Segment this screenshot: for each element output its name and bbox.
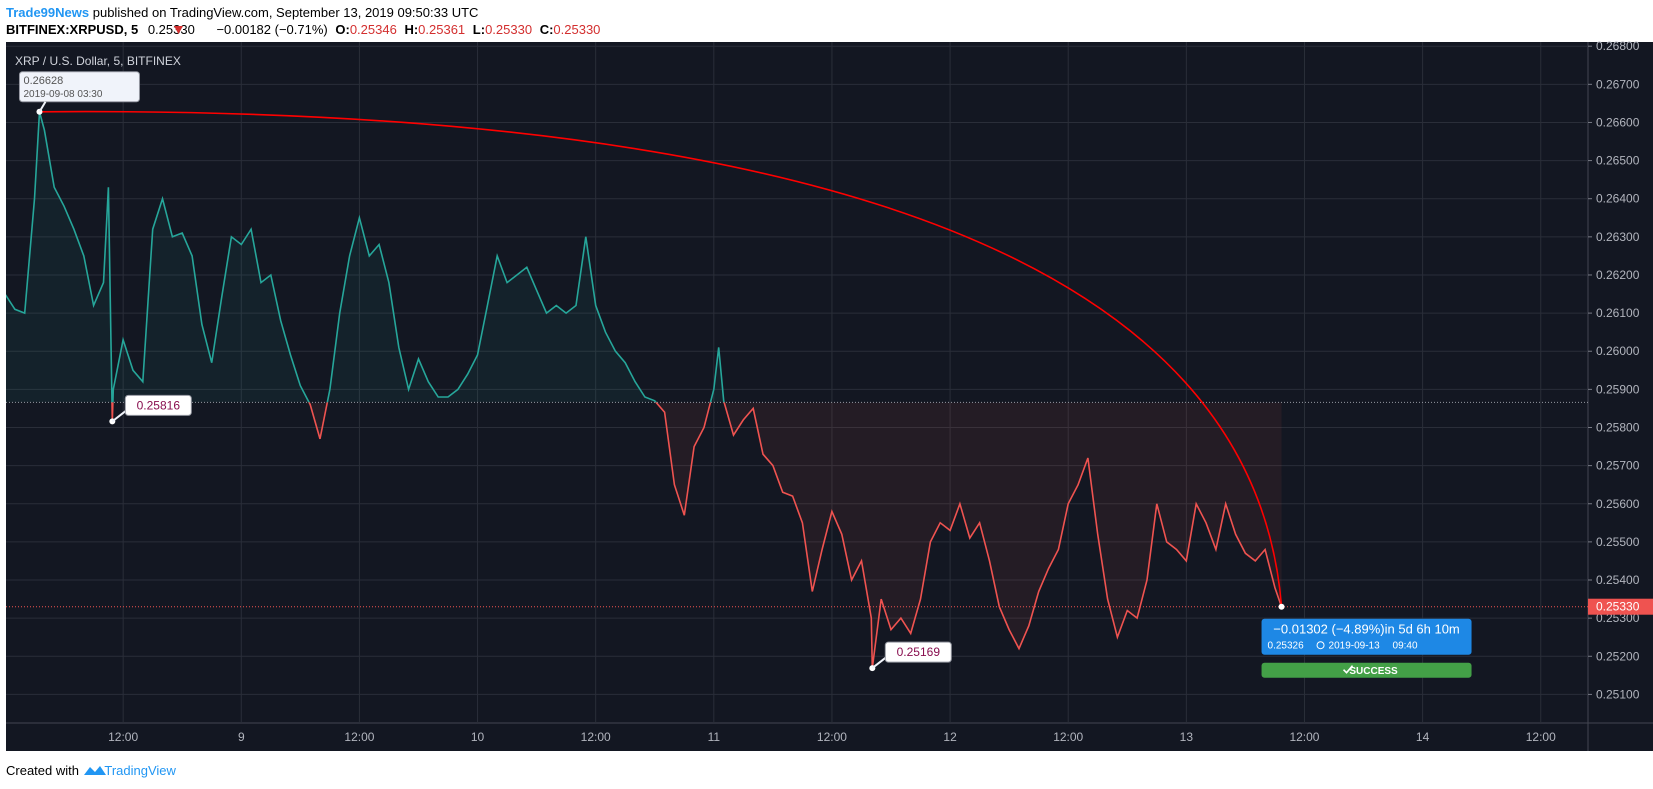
x-tick-label: 11 <box>708 730 721 744</box>
y-tick-label: 0.25600 <box>1596 497 1640 511</box>
open: 0.25346 <box>350 22 397 37</box>
published: published on TradingView.com, September … <box>93 5 479 20</box>
overlay: 0.251000.252000.253000.254000.255000.256… <box>18 39 1653 744</box>
x-tick-label: 12:00 <box>344 730 374 744</box>
brand-logo <box>84 766 106 775</box>
header-line: Trade99News published on TradingView.com… <box>6 5 478 20</box>
callout-value: 0.25169 <box>897 645 941 659</box>
callout-value: 0.26628 <box>23 75 63 87</box>
status-text: SUCCESS <box>1349 666 1398 677</box>
measure-price: 0.25326 <box>1268 641 1305 652</box>
grid <box>6 42 1588 723</box>
x-tick-label: 10 <box>471 730 485 744</box>
y-tick-label: 0.25700 <box>1596 459 1640 473</box>
low: 0.25330 <box>485 22 532 37</box>
y-tick-label: 0.25200 <box>1596 649 1640 663</box>
y-tick-label: 0.26500 <box>1596 154 1640 168</box>
price-line-below <box>111 402 1283 669</box>
y-tick-label: 0.26100 <box>1596 306 1640 320</box>
o-label: O: <box>335 22 349 37</box>
y-tick-label: 0.26300 <box>1596 230 1640 244</box>
line-below-group <box>111 402 1283 669</box>
callout-box <box>884 641 952 663</box>
x-tick-label: 12:00 <box>581 730 611 744</box>
x-tick-label: 12:00 <box>817 730 847 744</box>
down-triangle <box>174 26 183 34</box>
callout-value: 0.25816 <box>137 398 181 412</box>
clock-icon <box>1316 641 1325 650</box>
callout-pointer <box>38 101 47 113</box>
plot <box>6 111 1588 669</box>
y-tick-label: 0.26700 <box>1596 77 1640 91</box>
area-above <box>6 111 725 403</box>
source: Trade99News <box>6 5 89 20</box>
x-tick-label: 12 <box>943 730 957 744</box>
y-tick-label: 0.26400 <box>1596 192 1640 206</box>
y-tick-label: 0.26800 <box>1596 39 1640 53</box>
brand: TradingView <box>104 763 176 778</box>
footer: Created with TradingView <box>6 763 177 778</box>
y-tick-label: 0.26200 <box>1596 268 1640 282</box>
symbol-line: BITFINEX:XRPUSD, 5 0.25330 −0.00182 (−0.… <box>6 22 600 37</box>
measure-box <box>1261 618 1472 655</box>
measure-date: 2019-09-13 <box>1329 641 1381 652</box>
x-tick-label: 12:00 <box>108 730 138 744</box>
area-below <box>6 402 1282 669</box>
symbol: BITFINEX:XRPUSD, 5 <box>6 22 138 37</box>
x-tick-label: 14 <box>1416 730 1430 744</box>
c-label: C: <box>540 22 554 37</box>
y-tick-label: 0.25900 <box>1596 382 1640 396</box>
y-tick-label: 0.26000 <box>1596 344 1640 358</box>
callout-box <box>124 394 192 416</box>
y-tick-label: 0.25800 <box>1596 420 1640 434</box>
y-tick-label: 0.25100 <box>1596 687 1640 701</box>
y-tick-label: 0.25400 <box>1596 573 1640 587</box>
x-tick-label: 9 <box>238 730 245 744</box>
measure-change: −0.01302 (−4.89%)in 5d 6h 10m <box>1273 622 1459 637</box>
callout-box <box>18 71 140 103</box>
line-above-group <box>6 111 725 403</box>
callout-text: 2019-09-08 03:30 <box>23 89 102 100</box>
check-icon <box>1342 665 1354 674</box>
x-tick-label: 13 <box>1180 730 1194 744</box>
y-tick-label: 0.26600 <box>1596 115 1640 129</box>
x-tick-label: 12:00 <box>1526 730 1556 744</box>
y-tick-label: 0.25500 <box>1596 535 1640 549</box>
close: 0.25330 <box>553 22 600 37</box>
l-label: L: <box>473 22 485 37</box>
created: Created with <box>6 763 79 778</box>
last-price-box <box>1588 598 1653 615</box>
trend-curve <box>39 110 1283 607</box>
change: −0.00182 (−0.71%) <box>216 22 327 37</box>
last-price-label: 0.25330 <box>1596 600 1640 614</box>
h-label: H: <box>404 22 418 37</box>
measure-time: 09:40 <box>1393 641 1418 652</box>
status-box <box>1261 662 1472 678</box>
last: 0.25330 <box>148 22 195 37</box>
high: 0.25361 <box>418 22 465 37</box>
chart-title: XRP / U.S. Dollar, 5, BITFINEX <box>15 54 181 68</box>
x-tick-label: 12:00 <box>1053 730 1083 744</box>
end-point <box>1278 603 1285 610</box>
price-line-above <box>6 111 725 403</box>
x-tick-label: 12:00 <box>1289 730 1319 744</box>
